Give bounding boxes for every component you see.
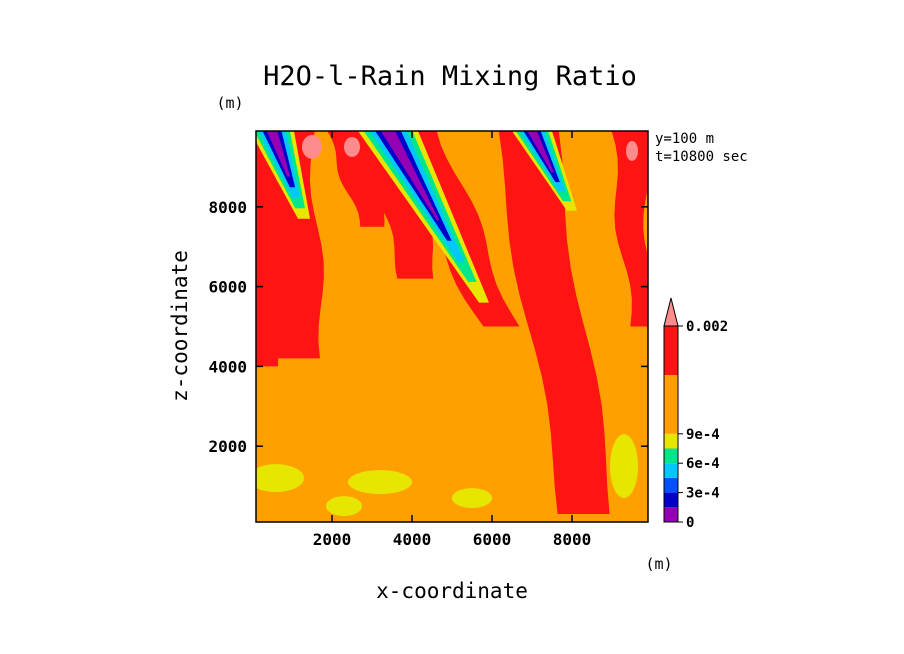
- high-value-band: [327, 131, 385, 227]
- low-value-patch: [610, 434, 638, 499]
- y-tick-label: 2000: [208, 437, 247, 456]
- plot-frame: [255, 130, 649, 523]
- colorbar-frame: [663, 325, 679, 523]
- x-axis: 2000 4000 6000 8000: [313, 131, 592, 549]
- high-value-band: [498, 131, 610, 514]
- y-axis-label: z-coordinate: [168, 250, 192, 402]
- colorbar-extend-arrow: [663, 297, 679, 327]
- colorbar-segment: [664, 448, 678, 464]
- x-unit-label: (m): [645, 555, 672, 573]
- low-value-streak: [527, 131, 554, 173]
- colorbar-segment: [664, 492, 678, 508]
- y-tick-label: 8000: [208, 198, 247, 217]
- colorbar-segment: [664, 463, 678, 478]
- colorbar-segment: [664, 375, 678, 434]
- colorbar-segment: [664, 326, 678, 375]
- low-value-patch: [452, 488, 492, 509]
- high-value-band: [256, 131, 282, 367]
- low-value-patch: [326, 496, 362, 517]
- low-value-streak: [266, 131, 291, 177]
- x-axis-label: x-coordinate: [376, 579, 528, 603]
- low-value-streak: [380, 131, 440, 221]
- low-value-patch: [348, 470, 412, 495]
- high-value-band: [360, 131, 434, 279]
- y-tick-label: 6000: [208, 278, 247, 297]
- peak-patch: [626, 140, 638, 161]
- colorbar: 0 3e-4 6e-4 9e-4 0.002: [663, 297, 728, 531]
- colorbar-segment: [664, 477, 678, 493]
- colorbar-label: 6e-4: [686, 456, 720, 472]
- x-tick-label: 4000: [393, 530, 432, 549]
- colorbar-segment: [664, 507, 678, 522]
- colorbar-segment: [664, 433, 678, 449]
- low-value-patch: [256, 464, 304, 493]
- colorbar-label: 9e-4: [686, 427, 720, 443]
- y-unit-label: (m): [216, 94, 243, 112]
- high-value-band: [611, 131, 648, 327]
- plot-area: [256, 131, 648, 522]
- peak-patch: [302, 134, 322, 159]
- annotation-time: t=10800 sec: [655, 149, 748, 165]
- colorbar-label: 3e-4: [686, 486, 720, 502]
- annotation-y-position: y=100 m: [655, 131, 714, 147]
- colorbar-label: 0.002: [686, 319, 728, 335]
- peak-patch: [344, 136, 360, 157]
- x-tick-label: 6000: [473, 530, 512, 549]
- chart-title: H2O-l-Rain Mixing Ratio: [263, 61, 637, 92]
- y-axis: 2000 4000 6000 8000: [208, 198, 648, 456]
- x-tick-label: 2000: [313, 530, 352, 549]
- x-tick-label: 8000: [553, 530, 592, 549]
- colorbar-label: 0: [686, 515, 694, 531]
- contour-field: [256, 131, 648, 517]
- y-tick-label: 4000: [208, 357, 247, 376]
